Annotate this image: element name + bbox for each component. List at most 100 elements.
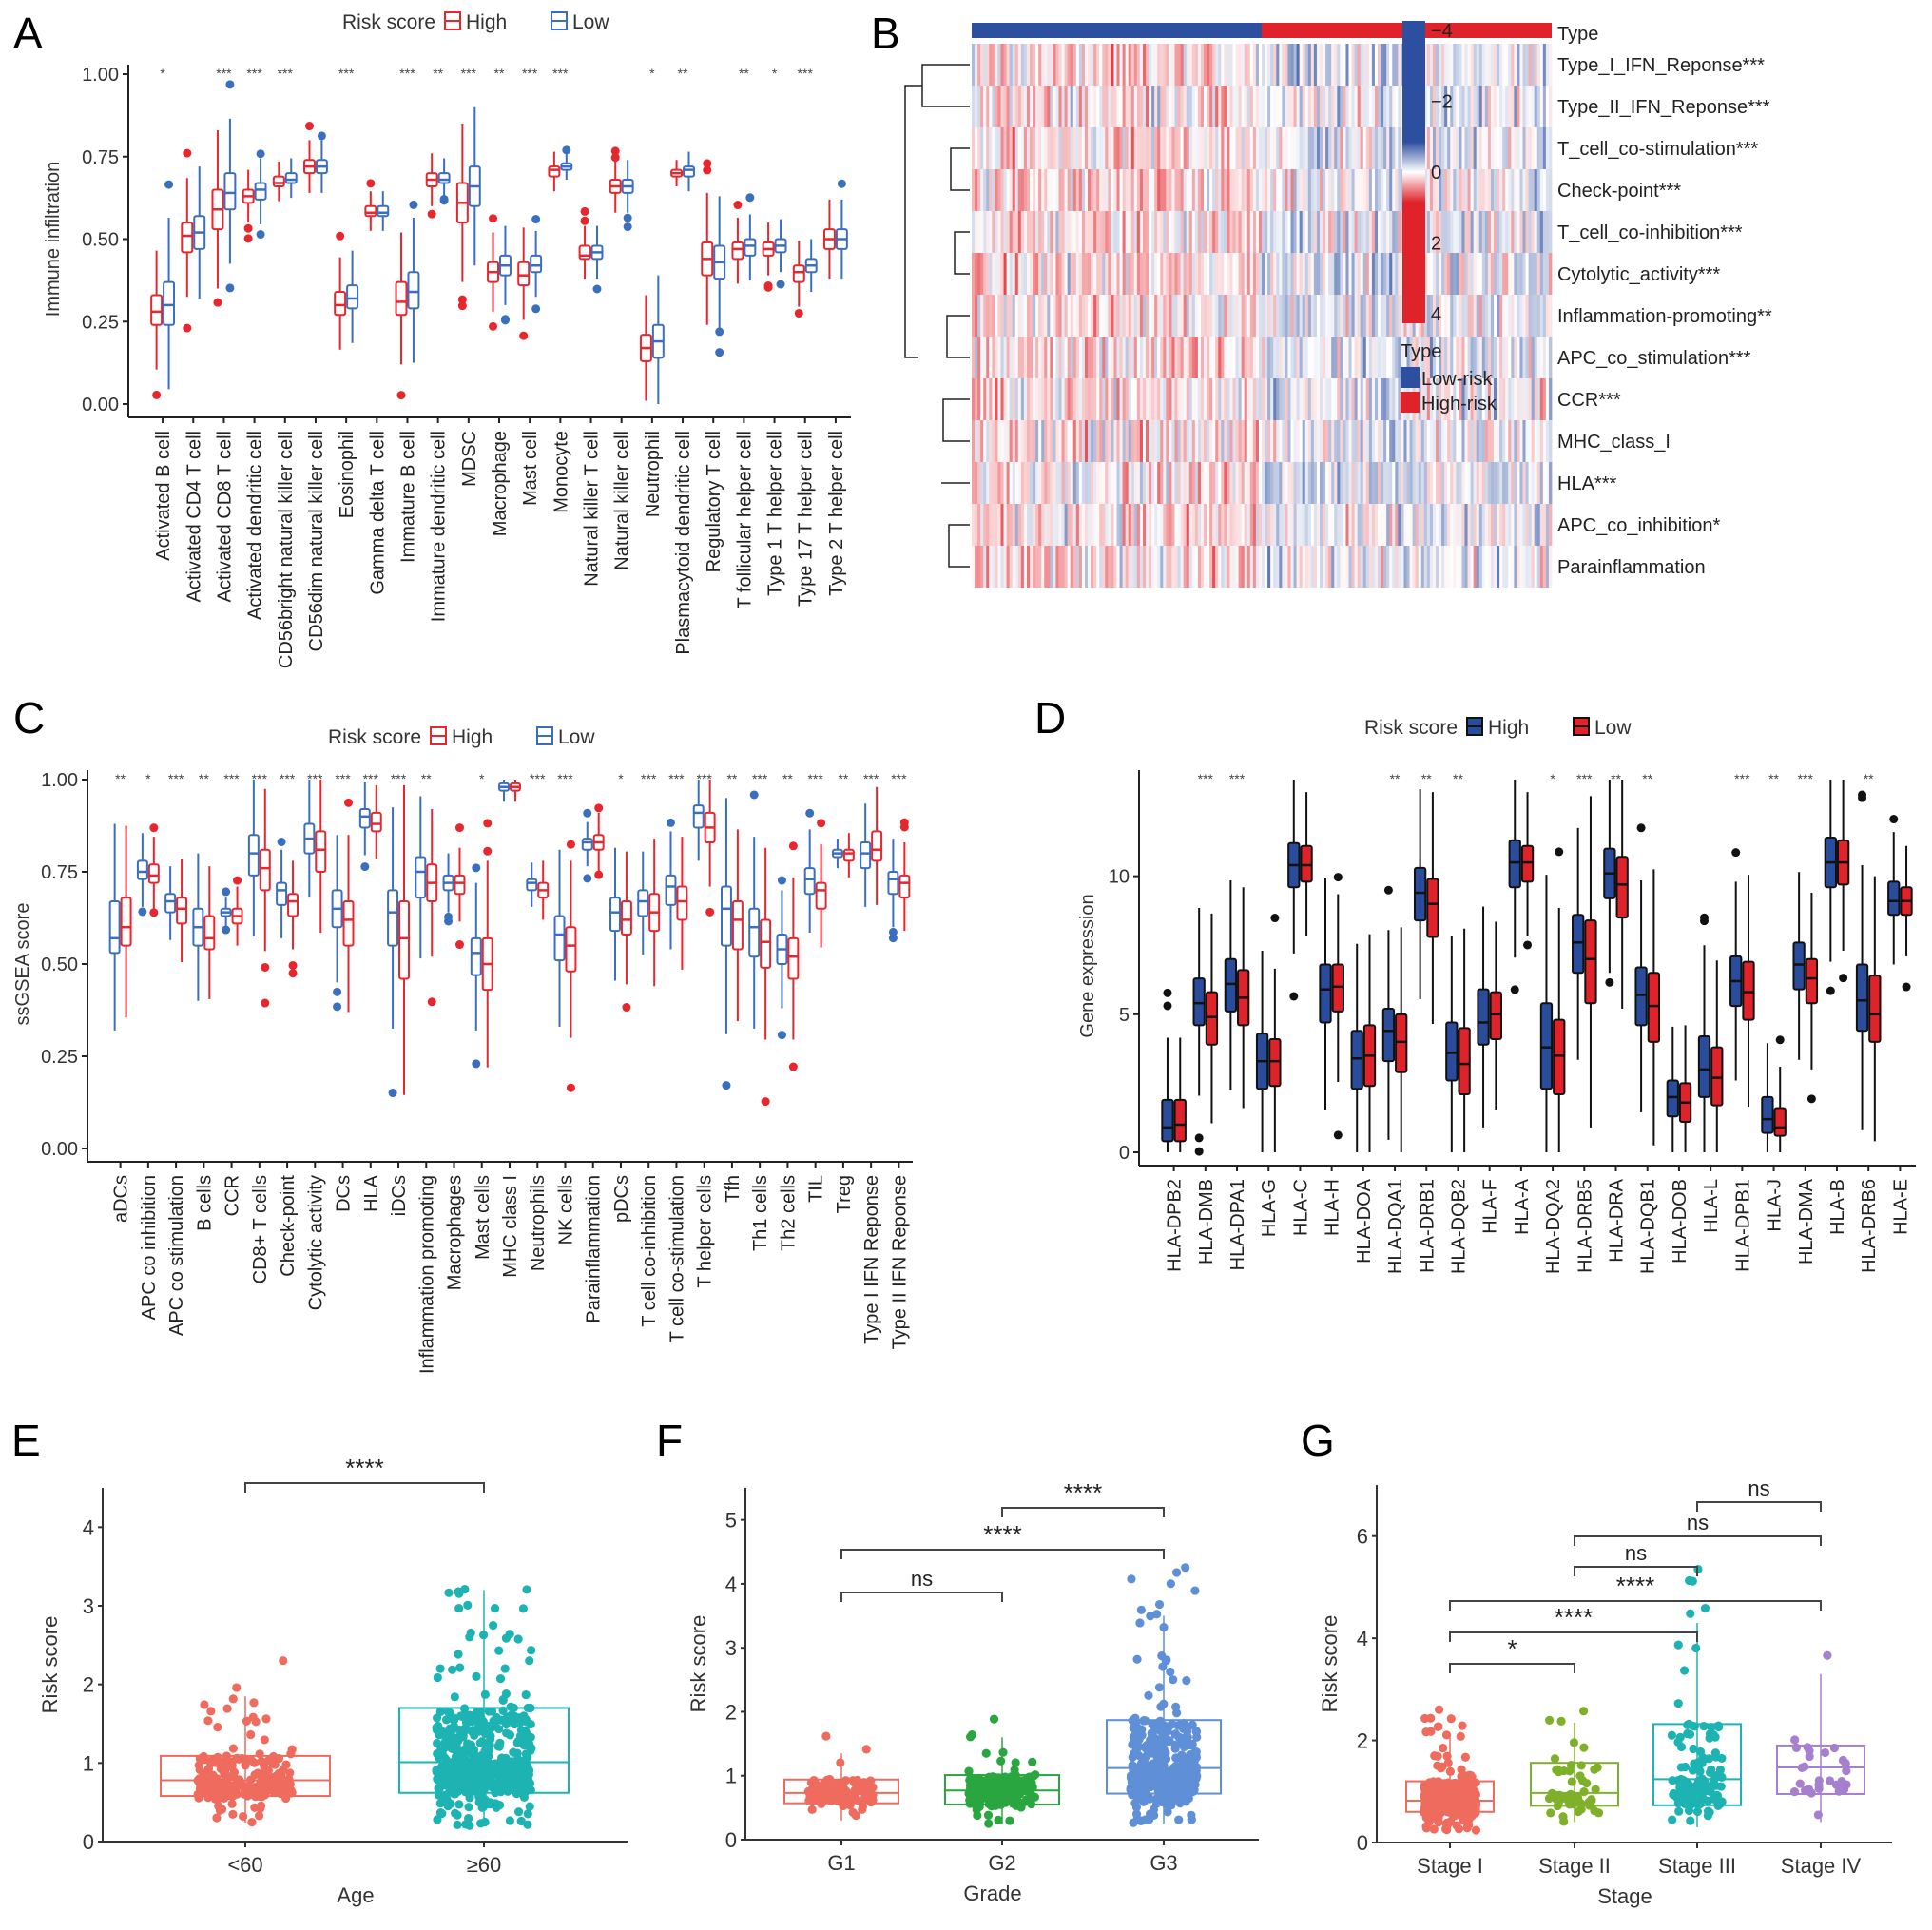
heatmap-cell	[1142, 295, 1147, 337]
heatmap-cell	[1316, 462, 1321, 504]
heatmap-cell	[1386, 169, 1390, 211]
significance-label: *	[618, 771, 624, 786]
heatmap-cell	[1351, 462, 1355, 504]
heatmap-cell	[1444, 44, 1448, 86]
heatmap-row-label: HLA***	[1557, 473, 1616, 494]
heatmap-cell	[1113, 420, 1117, 462]
heatmap-cell	[1188, 44, 1193, 86]
heatmap-row	[972, 169, 1553, 211]
heatmap-cell	[1180, 546, 1185, 588]
heatmap-cell	[1528, 462, 1533, 504]
heatmap-cell	[1221, 169, 1225, 211]
heatmap-cell	[1177, 504, 1181, 546]
heatmap-cell	[1200, 462, 1205, 504]
heatmap-cell	[1441, 504, 1445, 546]
data-point	[472, 1671, 481, 1681]
data-point	[210, 1794, 220, 1804]
heatmap-cell	[1139, 253, 1144, 295]
heatmap-cell	[1061, 420, 1065, 462]
heatmap-cell	[1354, 546, 1359, 588]
heatmap-cell	[1374, 169, 1379, 211]
heatmap-cell	[1096, 253, 1100, 295]
heatmap-cell	[1221, 211, 1225, 253]
heatmap-cell	[1476, 295, 1480, 337]
heatmap-cell	[1279, 169, 1283, 211]
heatmap-cell	[1177, 86, 1181, 127]
heatmap-cell	[1262, 504, 1265, 546]
heatmap-cell	[1212, 169, 1216, 211]
outlier-point	[888, 927, 898, 936]
heatmap-cell	[1340, 420, 1343, 462]
type-legend-label: High-risk	[1421, 394, 1497, 415]
data-point	[1027, 1778, 1036, 1787]
heatmap-cell	[1484, 462, 1489, 504]
heatmap-cell	[1078, 253, 1083, 295]
heatmap-cell	[1423, 462, 1428, 504]
heatmap-cell	[1064, 420, 1069, 462]
x-tick-label: Eosinophil	[337, 431, 357, 518]
heatmap-cell	[986, 420, 990, 462]
data-point	[521, 1784, 531, 1794]
heatmap-cell	[1047, 44, 1051, 86]
heatmap-cell	[1383, 378, 1387, 420]
heatmap-cell	[1470, 420, 1475, 462]
heatmap-cell	[1111, 253, 1114, 295]
heatmap-cell	[995, 253, 998, 295]
heatmap-cell	[1183, 295, 1188, 337]
heatmap-cell	[1470, 378, 1475, 420]
data-point	[523, 1820, 532, 1829]
heatmap-cell	[1171, 462, 1175, 504]
heatmap-cell	[1221, 253, 1225, 295]
heatmap-cell	[1320, 211, 1323, 253]
x-tick-label: HLA-DRA	[1607, 1178, 1628, 1262]
heatmap-cell	[1116, 127, 1120, 169]
box-low	[744, 238, 757, 257]
heatmap-cell	[1265, 337, 1268, 378]
data-point	[1190, 1586, 1200, 1595]
heatmap-cell	[1064, 86, 1069, 127]
heatmap-cell	[1053, 504, 1056, 546]
heatmap-cell	[1160, 420, 1164, 462]
heatmap-cell	[1252, 378, 1257, 420]
heatmap-cell	[1108, 253, 1111, 295]
outlier-point	[483, 819, 493, 828]
heatmap-cell	[1519, 295, 1523, 337]
heatmap-cell	[1053, 378, 1056, 420]
outlier-point	[749, 790, 759, 800]
significance-label: ***	[697, 771, 713, 786]
heatmap-cell	[1276, 420, 1280, 462]
outlier-point	[566, 840, 575, 849]
heatmap-cell	[1108, 169, 1111, 211]
heatmap-cell	[1227, 378, 1230, 420]
heatmap-cell	[1420, 378, 1425, 420]
heatmap-cell	[1003, 253, 1007, 295]
heatmap-row	[972, 337, 1553, 378]
heatmap-cell	[1459, 462, 1462, 504]
x-tick-label: iDCs	[389, 1175, 410, 1216]
heatmap-cell	[1517, 127, 1520, 169]
heatmap-cell	[1499, 253, 1503, 295]
heatmap-cell	[1290, 378, 1294, 420]
heatmap-cell	[1478, 420, 1483, 462]
heatmap-cell	[1378, 420, 1381, 462]
heatmap-cell	[1177, 169, 1181, 211]
box-high	[792, 264, 805, 283]
heatmap-cell	[1490, 253, 1495, 295]
data-point	[200, 1700, 209, 1709]
heatmap-cell	[1249, 337, 1254, 378]
heatmap-cell	[1357, 420, 1362, 462]
heatmap-cell	[1307, 337, 1312, 378]
heatmap-cell	[1160, 211, 1164, 253]
heatmap-cell	[1345, 44, 1349, 86]
y-tick-label: 1	[83, 1751, 94, 1775]
heatmap-cell	[1128, 169, 1132, 211]
heatmap-cell	[1270, 86, 1274, 127]
heatmap-cell	[1304, 546, 1309, 588]
heatmap-cell	[1420, 420, 1425, 462]
heatmap-cell	[1362, 462, 1367, 504]
heatmap-cell	[1267, 420, 1271, 462]
heatmap-cell	[1102, 504, 1106, 546]
heatmap-cell	[1539, 504, 1544, 546]
data-point	[253, 1768, 262, 1778]
